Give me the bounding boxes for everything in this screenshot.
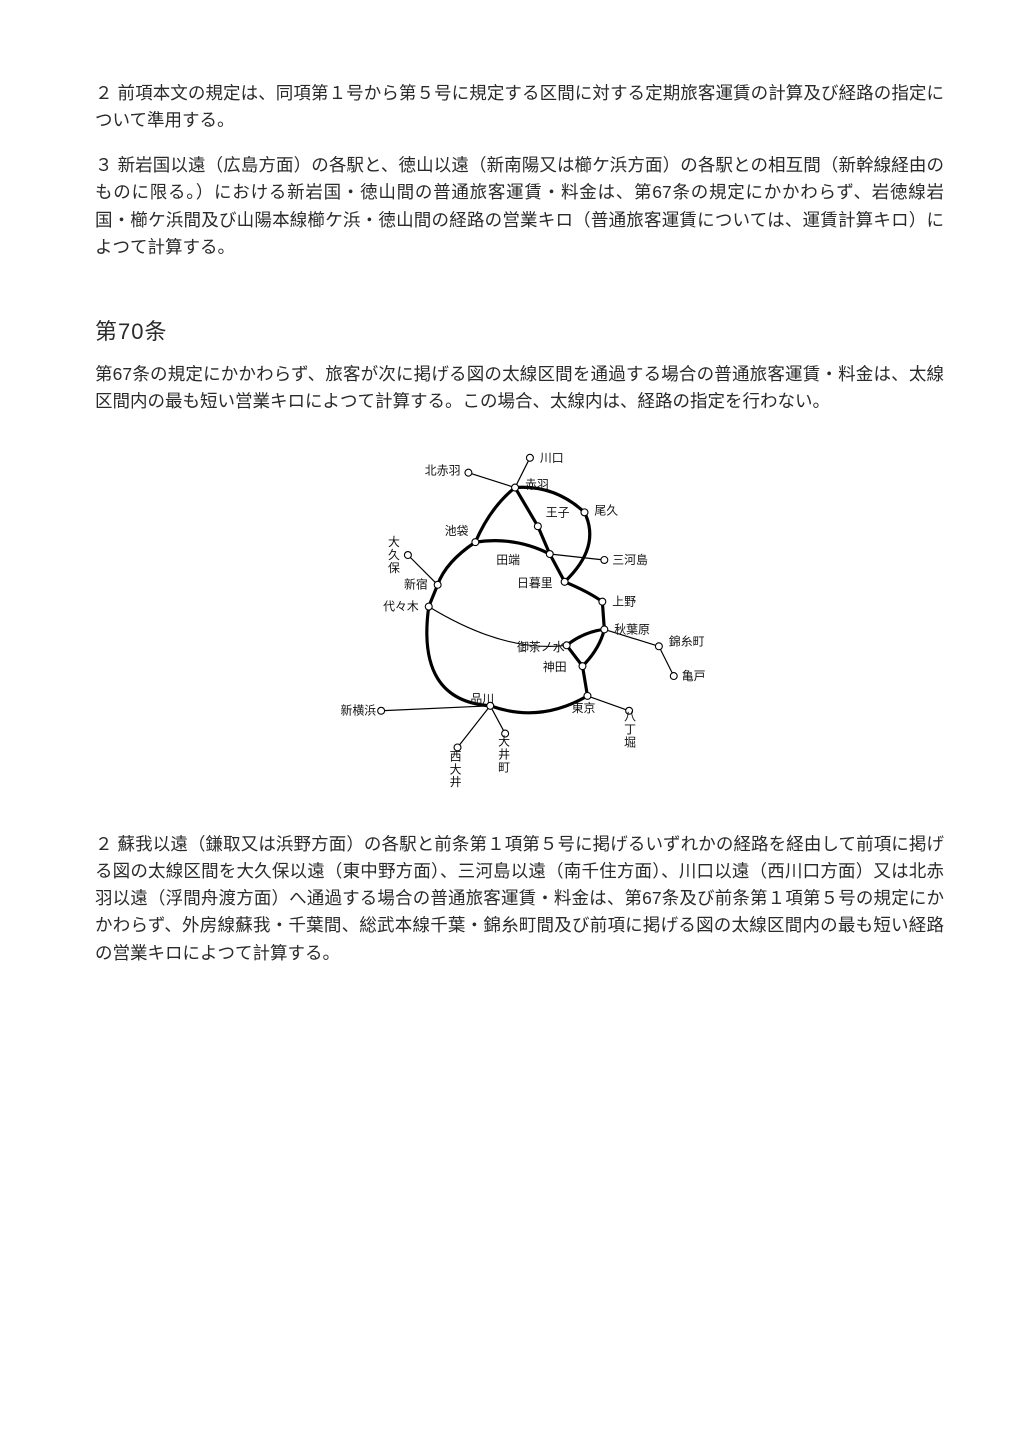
paragraph-70-1: 第67条の規定にかかわらず、旅客が次に掲げる図の太線区間を通過する場合の普通旅客… <box>95 361 944 415</box>
svg-text:上野: 上野 <box>612 595 636 609</box>
paragraph-69-3: ３ 新岩国以遠（広島方面）の各駅と、徳山以遠（新南陽又は櫛ケ浜方面）の各駅との相… <box>95 152 944 261</box>
svg-text:八丁堀: 八丁堀 <box>624 710 636 750</box>
svg-text:錦糸町: 錦糸町 <box>668 634 704 648</box>
svg-text:日暮里: 日暮里 <box>517 576 553 590</box>
paragraph-69-2: ２ 前項本文の規定は、同項第１号から第５号に規定する区間に対する定期旅客運賃の計… <box>95 80 944 134</box>
svg-text:北赤羽: 北赤羽 <box>424 464 460 478</box>
svg-text:神田: 神田 <box>542 660 566 674</box>
svg-text:秋葉原: 秋葉原 <box>614 622 650 636</box>
svg-text:新宿: 新宿 <box>403 578 427 592</box>
section-spacer <box>95 279 944 315</box>
svg-text:田端: 田端 <box>496 553 520 567</box>
svg-text:川口: 川口 <box>539 451 563 465</box>
svg-text:赤羽: 赤羽 <box>524 478 548 492</box>
svg-text:新横浜: 新横浜 <box>340 704 376 718</box>
svg-text:代々木: 代々木 <box>383 600 419 614</box>
article-70-heading: 第70条 <box>95 315 944 349</box>
rail-diagram-container: 川口北赤羽赤羽尾久 王子池袋大久保 田端 三河島日暮里 新宿代々木 上野秋葉原御茶ノ水 錦糸… <box>95 433 944 805</box>
svg-text:大久保: 大久保 <box>388 535 400 575</box>
svg-text:尾久: 尾久 <box>594 503 618 517</box>
svg-text:東京: 東京 <box>571 701 595 715</box>
svg-text:王子: 王子 <box>545 505 569 519</box>
rail-network-diagram: 川口北赤羽赤羽尾久 王子池袋大久保 田端 三河島日暮里 新宿代々木 上野秋葉原御茶ノ水 錦糸… <box>305 433 735 805</box>
svg-text:三河島: 三河島 <box>612 553 648 567</box>
svg-text:御茶ノ水: 御茶ノ水 <box>517 640 565 654</box>
svg-text:池袋: 池袋 <box>444 524 468 538</box>
svg-text:大井町: 大井町 <box>498 735 510 775</box>
paragraph-70-2: ２ 蘇我以遠（鎌取又は浜野方面）の各駅と前条第１項第５号に掲げるいずれかの経路を… <box>95 831 944 967</box>
svg-text:西大井: 西大井 <box>449 749 461 789</box>
svg-text:品川: 品川 <box>470 692 494 706</box>
svg-text:亀戸: 亀戸 <box>681 669 705 683</box>
